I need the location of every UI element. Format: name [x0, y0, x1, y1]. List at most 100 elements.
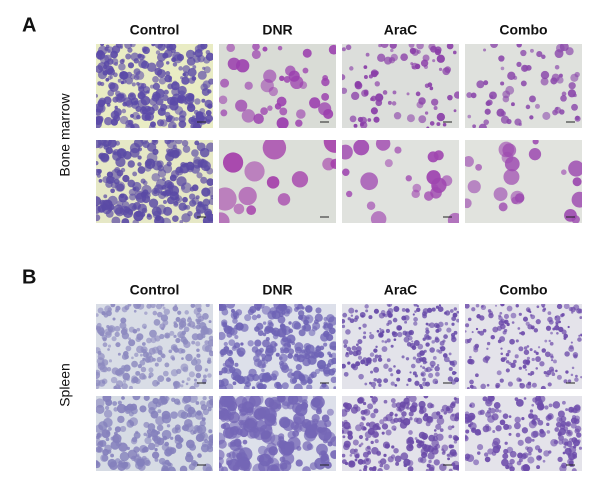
cell — [114, 458, 121, 464]
cell — [219, 187, 237, 211]
cell — [160, 191, 165, 196]
cell — [349, 115, 357, 123]
cell — [155, 416, 165, 426]
cell — [530, 314, 536, 320]
cell — [253, 355, 260, 363]
cell — [342, 144, 353, 160]
cell — [346, 346, 352, 352]
cell — [105, 180, 113, 188]
cell — [470, 92, 477, 99]
cell — [131, 123, 140, 128]
cell — [331, 367, 336, 373]
cell — [342, 435, 346, 439]
cell — [182, 145, 191, 153]
cell — [380, 458, 387, 465]
cell — [509, 338, 515, 345]
cell — [451, 462, 456, 467]
cell — [154, 447, 158, 452]
cell — [573, 304, 580, 311]
cell — [222, 152, 244, 173]
cell — [305, 305, 313, 313]
cell — [498, 409, 502, 413]
cell — [206, 213, 213, 222]
cell — [162, 370, 169, 377]
cell — [555, 421, 562, 428]
cell — [453, 307, 457, 311]
cell — [436, 112, 446, 122]
cell — [98, 153, 104, 159]
cell — [548, 339, 551, 343]
micrograph — [96, 396, 213, 471]
cell — [208, 396, 213, 400]
cell — [374, 439, 379, 444]
cell — [207, 359, 212, 365]
cell — [154, 362, 159, 367]
cell — [465, 417, 469, 423]
cell — [397, 331, 403, 338]
cell — [517, 439, 524, 446]
cell — [543, 450, 550, 457]
cell — [135, 461, 144, 470]
cell — [296, 109, 306, 119]
cell — [521, 416, 525, 421]
cell — [207, 103, 213, 109]
cell — [511, 321, 515, 324]
cell — [540, 70, 550, 80]
cell — [293, 383, 303, 389]
cell — [433, 459, 440, 466]
cell — [156, 60, 164, 69]
cell — [236, 375, 246, 385]
cell — [387, 100, 392, 105]
cell — [208, 429, 213, 434]
cell — [249, 427, 260, 439]
cell — [234, 324, 239, 330]
cell — [226, 304, 236, 309]
cell — [157, 350, 163, 355]
cell — [154, 442, 160, 448]
cell — [191, 184, 199, 192]
cell — [278, 416, 291, 429]
cell — [403, 397, 410, 405]
cell — [129, 44, 136, 48]
cell — [542, 459, 546, 463]
cell — [352, 439, 359, 446]
cell — [255, 381, 264, 389]
cell — [431, 411, 439, 420]
cell — [513, 359, 517, 364]
cell — [208, 438, 213, 446]
cell — [171, 87, 180, 96]
cell — [179, 219, 184, 223]
cell — [140, 366, 147, 373]
cell — [489, 91, 497, 100]
cell — [365, 309, 369, 313]
cell — [160, 304, 165, 307]
cell — [425, 342, 430, 347]
cell — [134, 190, 144, 200]
cell — [418, 97, 426, 105]
cell — [438, 67, 443, 72]
cell — [404, 331, 411, 338]
cell — [363, 75, 368, 79]
cell — [580, 376, 582, 379]
cell — [390, 398, 396, 404]
micrograph — [219, 396, 336, 471]
cell — [527, 456, 535, 464]
cell — [576, 432, 582, 438]
cell — [222, 363, 227, 367]
cell — [381, 423, 389, 430]
cell — [488, 356, 491, 359]
cell — [168, 115, 176, 123]
cell — [110, 440, 120, 450]
cell — [178, 325, 183, 330]
cell — [366, 445, 371, 450]
cell — [384, 159, 393, 168]
cell — [568, 346, 575, 352]
cell — [469, 379, 474, 385]
cell — [185, 353, 193, 362]
cell — [479, 330, 485, 336]
cell — [152, 82, 161, 91]
cell — [412, 313, 415, 316]
cell — [418, 400, 426, 409]
cell — [413, 304, 418, 307]
cells — [466, 44, 581, 128]
